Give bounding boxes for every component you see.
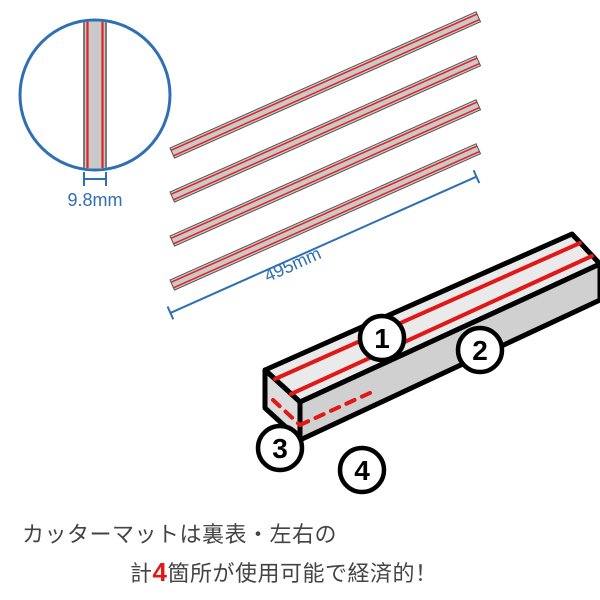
svg-text:4: 4 [354, 455, 370, 486]
number-badge-2: 2 [458, 328, 502, 372]
inset-dimension [84, 172, 106, 186]
inset-dimension-label: 9.8mm [67, 190, 122, 210]
caption-line2-post: 箇所が使用可能で経済的！ [167, 561, 437, 586]
caption: カッターマットは裏表・左右の 計4箇所が使用可能で経済的！ [0, 518, 600, 592]
caption-line2-pre: 計 [130, 561, 153, 586]
strips-dimension-label: 495mm [261, 243, 324, 286]
number-badge-3: 3 [258, 426, 302, 470]
strips-group: 495mm [168, 12, 481, 320]
number-badge-1: 1 [360, 316, 404, 360]
caption-line1: カッターマットは裏表・左右の [22, 522, 337, 547]
isometric-mat: 1 2 3 4 [258, 234, 600, 492]
diagram-canvas: 9.8mm 495m [0, 0, 600, 520]
number-badge-4: 4 [340, 448, 384, 492]
caption-accent-number: 4 [153, 557, 168, 587]
cross-section-inset: 9.8mm [20, 20, 170, 210]
svg-text:3: 3 [272, 433, 288, 464]
svg-text:2: 2 [472, 335, 488, 366]
svg-text:1: 1 [374, 323, 390, 354]
